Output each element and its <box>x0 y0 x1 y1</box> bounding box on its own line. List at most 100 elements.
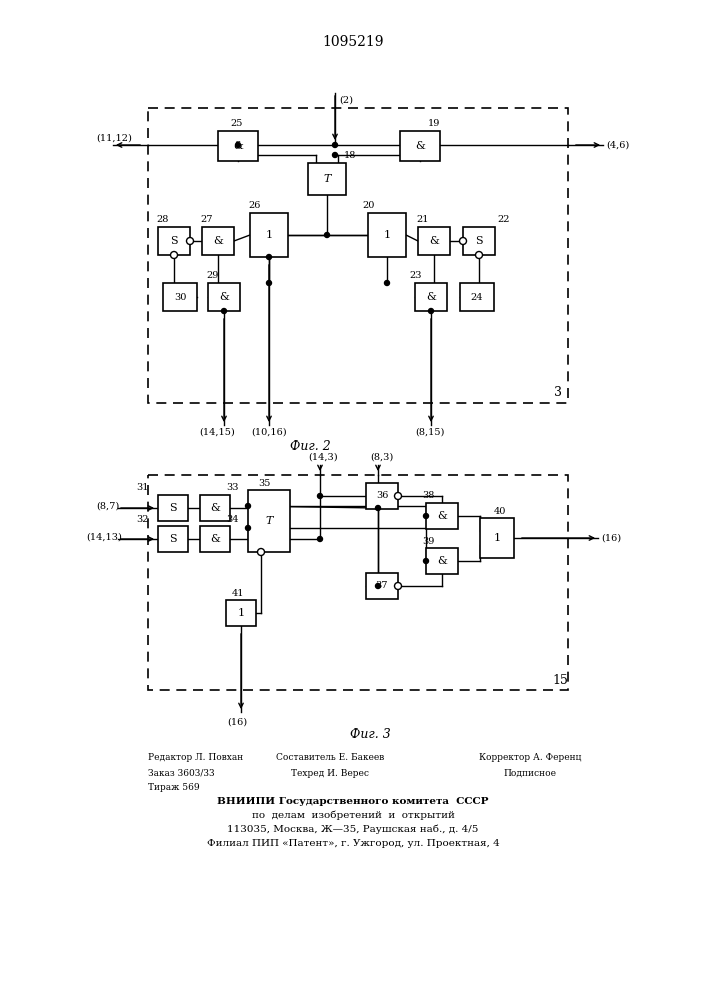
Text: (8,15): (8,15) <box>415 428 445 436</box>
Text: 18: 18 <box>344 151 356 160</box>
Bar <box>480 518 514 558</box>
Text: (8,7): (8,7) <box>96 502 119 510</box>
Bar <box>158 495 188 521</box>
Text: Заказ 3603/33: Заказ 3603/33 <box>148 769 215 778</box>
Bar <box>415 283 447 311</box>
Text: (4,6): (4,6) <box>606 140 629 149</box>
Bar <box>148 108 568 403</box>
Bar <box>426 548 458 574</box>
Bar <box>163 283 197 311</box>
Text: &: & <box>233 141 243 151</box>
Text: 38: 38 <box>422 491 434 500</box>
Text: 20: 20 <box>362 202 375 211</box>
Text: Корректор А. Ференц: Корректор А. Ференц <box>479 753 581 762</box>
Text: 34: 34 <box>226 514 238 524</box>
Bar <box>208 283 240 311</box>
Text: (14,13): (14,13) <box>86 532 122 542</box>
Circle shape <box>332 152 337 157</box>
Text: (8,3): (8,3) <box>370 452 393 462</box>
Text: S: S <box>169 503 177 513</box>
Bar <box>200 495 230 521</box>
Circle shape <box>395 492 402 499</box>
Text: 1095219: 1095219 <box>322 35 384 49</box>
Text: (2): (2) <box>339 96 353 104</box>
Circle shape <box>221 308 226 314</box>
Text: &: & <box>415 141 425 151</box>
Bar <box>148 475 568 690</box>
Text: &: & <box>210 503 220 513</box>
Circle shape <box>267 280 271 286</box>
Text: Тираж 569: Тираж 569 <box>148 783 199 792</box>
Text: 40: 40 <box>494 506 506 516</box>
Text: 23: 23 <box>409 271 421 280</box>
Text: &: & <box>213 236 223 246</box>
Text: Составитель Е. Бакеев: Составитель Е. Бакеев <box>276 753 384 762</box>
Bar <box>200 526 230 552</box>
Circle shape <box>267 254 271 259</box>
Circle shape <box>317 493 322 498</box>
Text: 3: 3 <box>554 386 562 399</box>
Text: 15: 15 <box>552 674 568 686</box>
Bar <box>418 227 450 255</box>
Text: 19: 19 <box>428 119 440 128</box>
Circle shape <box>317 536 322 542</box>
Bar <box>218 131 258 161</box>
Bar <box>158 227 190 255</box>
Text: &: & <box>437 556 447 566</box>
Text: (14,3): (14,3) <box>308 452 338 462</box>
Text: (10,16): (10,16) <box>251 428 286 436</box>
Circle shape <box>245 504 250 508</box>
Circle shape <box>385 280 390 286</box>
Circle shape <box>170 251 177 258</box>
Text: Филиал ПИП «Патент», г. Ужгород, ул. Проектная, 4: Филиал ПИП «Патент», г. Ужгород, ул. Про… <box>206 839 499 848</box>
Text: Подписное: Подписное <box>503 769 556 778</box>
Text: &: & <box>219 292 229 302</box>
Circle shape <box>428 308 433 314</box>
Text: &: & <box>429 236 439 246</box>
Bar <box>248 490 290 552</box>
Text: 31: 31 <box>136 484 148 492</box>
Text: 36: 36 <box>376 491 388 500</box>
Bar <box>426 503 458 529</box>
Circle shape <box>375 584 380 588</box>
Circle shape <box>423 514 428 518</box>
Text: 1: 1 <box>265 230 273 240</box>
Circle shape <box>395 582 402 589</box>
Bar <box>202 227 234 255</box>
Bar <box>463 227 495 255</box>
Circle shape <box>375 506 380 510</box>
Text: Фиг. 3: Фиг. 3 <box>350 728 390 742</box>
Text: 113035, Москва, Ж—35, Раушская наб., д. 4/5: 113035, Москва, Ж—35, Раушская наб., д. … <box>228 824 479 834</box>
Circle shape <box>235 142 240 147</box>
Bar <box>400 131 440 161</box>
Text: 35: 35 <box>258 479 270 488</box>
Text: (14,15): (14,15) <box>199 428 235 436</box>
Text: 28: 28 <box>156 216 168 225</box>
Text: S: S <box>170 236 178 246</box>
Circle shape <box>423 558 428 564</box>
Bar <box>366 483 398 509</box>
Text: T: T <box>265 516 273 526</box>
Text: &: & <box>437 511 447 521</box>
Text: 41: 41 <box>232 588 245 597</box>
Circle shape <box>332 142 337 147</box>
Text: (16): (16) <box>601 534 621 542</box>
Text: 30: 30 <box>174 292 186 302</box>
Circle shape <box>476 251 482 258</box>
Circle shape <box>187 237 194 244</box>
Text: (16): (16) <box>227 718 247 726</box>
Text: 39: 39 <box>422 536 434 546</box>
Text: по  делам  изобретений  и  открытий: по делам изобретений и открытий <box>252 810 455 820</box>
Bar <box>158 526 188 552</box>
Bar <box>366 573 398 599</box>
Text: Техред И. Верес: Техред И. Верес <box>291 769 369 778</box>
Text: 29: 29 <box>206 271 218 280</box>
Text: 37: 37 <box>375 582 388 590</box>
Text: 22: 22 <box>497 216 510 225</box>
Text: 24: 24 <box>471 292 484 302</box>
Circle shape <box>257 548 264 556</box>
Bar <box>226 600 256 626</box>
Circle shape <box>460 237 467 244</box>
Circle shape <box>245 526 250 530</box>
Bar <box>368 213 406 257</box>
